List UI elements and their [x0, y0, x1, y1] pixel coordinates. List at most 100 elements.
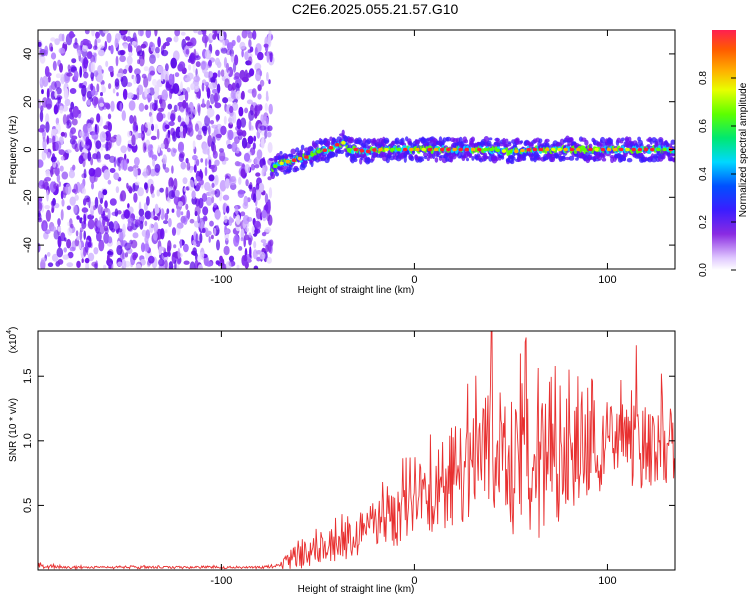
noise-speckle: [83, 213, 87, 225]
noise-speckle: [198, 130, 202, 136]
signal-halo: [600, 136, 606, 144]
noise-speckle: [205, 261, 213, 267]
signal-peak: [489, 147, 494, 152]
spectrogram-y-tick-label: 0: [22, 146, 34, 152]
noise-speckle: [208, 159, 212, 168]
signal-peak: [526, 147, 531, 152]
signal-peak: [656, 147, 661, 152]
signal-halo: [561, 155, 566, 159]
noise-speckle: [127, 92, 134, 99]
noise-speckle: [66, 262, 74, 268]
noise-speckle: [190, 102, 194, 114]
noise-speckle: [188, 179, 195, 191]
noise-speckle: [136, 132, 144, 139]
noise-speckle: [144, 104, 149, 111]
noise-speckle: [190, 83, 195, 91]
noise-speckle: [173, 244, 177, 249]
noise-speckle: [208, 236, 211, 243]
noise-speckle: [183, 260, 190, 265]
signal-peak: [297, 156, 303, 161]
signal-halo: [488, 137, 493, 141]
noise-speckle: [57, 96, 61, 104]
noise-speckle: [81, 137, 85, 148]
noise-speckle: [203, 216, 208, 222]
noise-speckle: [52, 135, 56, 143]
noise-speckle: [128, 65, 133, 74]
noise-speckle: [46, 88, 50, 100]
noise-speckle: [206, 107, 213, 119]
noise-speckle: [70, 223, 74, 229]
signal-peak: [372, 148, 377, 152]
noise-speckle: [204, 115, 211, 127]
noise-speckle: [208, 174, 215, 182]
noise-speckle: [71, 139, 78, 150]
noise-speckle: [71, 240, 77, 251]
noise-speckle: [124, 252, 129, 258]
noise-speckle: [234, 205, 239, 215]
noise-speckle: [96, 83, 100, 93]
noise-speckle: [69, 196, 76, 206]
noise-speckle: [178, 61, 186, 70]
noise-speckle: [96, 113, 101, 123]
noise-speckle: [209, 188, 215, 198]
signal-halo: [419, 158, 425, 162]
noise-speckle: [57, 218, 61, 226]
noise-speckle: [114, 208, 119, 217]
noise-speckle: [129, 114, 134, 124]
noise-speckle: [269, 52, 273, 63]
noise-speckle: [248, 232, 252, 238]
noise-speckle: [76, 260, 81, 268]
noise-speckle: [209, 71, 213, 78]
noise-speckle: [246, 99, 253, 105]
noise-speckle: [241, 130, 247, 137]
noise-speckle: [115, 134, 122, 147]
noise-speckle: [164, 124, 170, 130]
noise-speckle: [260, 239, 267, 244]
noise-speckle: [166, 37, 172, 43]
noise-speckle: [177, 201, 183, 207]
colorbar-tick-label: 0.6: [698, 119, 709, 133]
noise-speckle: [195, 61, 201, 68]
noise-speckle: [108, 221, 114, 231]
noise-speckle: [116, 92, 119, 97]
noise-speckle: [67, 221, 70, 226]
signal-peak: [569, 147, 575, 152]
signal-halo: [294, 167, 300, 172]
noise-speckle: [122, 88, 128, 100]
noise-speckle: [216, 224, 219, 230]
signal-halo: [536, 157, 542, 161]
signal-peak: [557, 147, 562, 152]
noise-speckle: [178, 94, 184, 101]
noise-speckle: [220, 125, 227, 136]
noise-speckle: [188, 110, 195, 120]
noise-speckle: [193, 84, 200, 93]
noise-speckle: [194, 179, 198, 186]
noise-speckle: [192, 140, 196, 150]
signal-peak: [291, 158, 297, 162]
noise-speckle: [109, 168, 116, 173]
noise-speckle: [107, 122, 112, 132]
signal-halo: [651, 157, 657, 163]
noise-speckle: [51, 207, 54, 213]
noise-speckle: [70, 101, 75, 110]
noise-speckle: [160, 71, 164, 82]
signal-peak: [588, 147, 593, 152]
noise-speckle: [252, 30, 257, 40]
noise-speckle: [171, 165, 174, 174]
noise-speckle: [127, 166, 134, 172]
signal-peak: [458, 147, 463, 152]
noise-speckle: [115, 186, 120, 194]
noise-speckle: [96, 220, 102, 228]
signal-peak: [483, 147, 488, 152]
noise-speckle: [254, 164, 260, 169]
noise-speckle: [160, 143, 165, 150]
noise-speckle: [223, 215, 228, 224]
signal-halo: [383, 137, 390, 144]
signal-halo: [519, 140, 524, 144]
noise-speckle: [123, 35, 127, 42]
noise-speckle: [192, 154, 198, 161]
noise-speckle: [60, 190, 64, 200]
signal-peak: [341, 141, 346, 145]
signal-halo: [671, 157, 675, 163]
noise-speckle: [94, 124, 100, 135]
